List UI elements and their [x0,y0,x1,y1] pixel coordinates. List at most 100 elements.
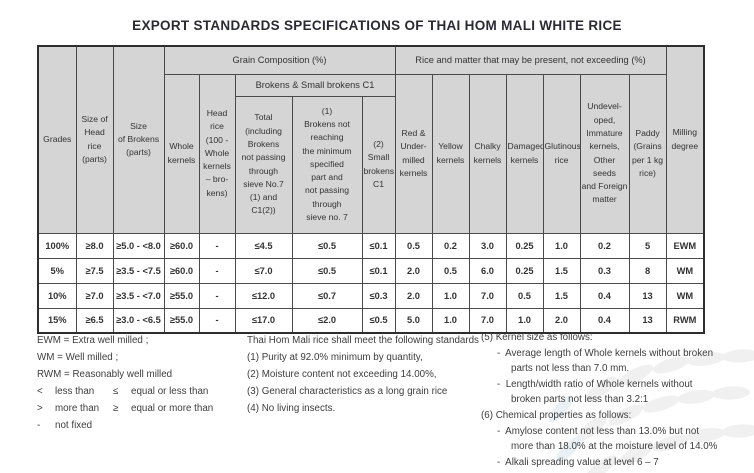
table-cell: 5.0 [394,307,433,334]
col-header-yellow-kernels: Yellow kernels [431,73,470,234]
table-cell: ≤4.5 [234,232,293,259]
table-cell: ≤0.1 [361,257,396,284]
note-line: WM = Well milled ; [37,352,119,363]
table-row: 15% ≥6.5 ≥3.0 - <6.5 ≥55.0- ≤17.0 ≤2.0 ≤0.5 5.0… [37,307,705,334]
table-cell: 0.2 [431,232,470,259]
note-line: < less than ≤ equal or less than [37,383,213,400]
col-header-red-undermilled: Red & Under- milled kernels [394,73,433,234]
table-cell: ≥8.0 [75,232,114,259]
note-line: Thai Hom Mali rice shall meet the follow… [247,335,479,346]
table-cell: 5% [37,257,77,284]
table-cell: 7.0 [468,282,507,309]
col-header-size-brokens: Size of Brokens (parts) [112,45,165,234]
col-header-damaged-kernels: Damaged kernels [505,73,544,234]
table-cell: 0.3 [579,257,630,284]
group-header-brokens-small-brokens: Brokens & Small brokens C1 [234,73,396,97]
note-segment: ≤ [113,386,119,397]
table-cell: - [198,282,236,309]
table-cell: ≤12.0 [234,282,293,309]
col-header-paddy: Paddy (Grains per 1 kg rice) [628,73,667,234]
table-row: 5% ≥7.5 ≥3.5 - <7.5 ≥60.0- ≤7.0 ≤0.5 ≤0.1 2.0 0.… [37,257,705,284]
table-cell: ≥3.5 - <7.0 [112,282,165,309]
table-cell: ≤0.5 [361,307,396,334]
page-title: EXPORT STANDARDS SPECIFICATIONS OF THAI … [132,18,622,33]
table-cell: 13 [628,282,667,309]
table-cell: 0.25 [505,232,544,259]
rice-leaves-watermark [549,349,754,473]
note-line: - Length/width ratio of Whole kernels wi… [497,378,693,390]
col-header-glutinous-rice: Glutinous rice [542,73,581,234]
col-header-whole-kernels: Whole kernels [163,73,200,234]
note-segment: less than [55,386,95,397]
table-cell: 0.4 [579,282,630,309]
note-line: (5) Kernel size as follows: [481,332,593,343]
table-cell: 10% [37,282,77,309]
table-row: 10% ≥7.0 ≥3.5 - <7.0 ≥55.0- ≤12.0 ≤0.7 ≤0.3 2.0… [37,282,705,309]
table-cell: 0.5 [394,232,433,259]
table-cell: ≥6.5 [75,307,114,334]
table-cell: 0.5 [431,257,470,284]
header-row-groups: Grades Size of Head rice (parts) Size of… [37,45,705,234]
table-body: 100% ≥8.0 ≥5.0 - <8.0 ≥60.0- ≤4.5 ≤0.5 ≤0.1 0.5… [37,232,705,334]
note-line: (6) Chemical properties as follows: [481,409,632,421]
table-row: 100% ≥8.0 ≥5.0 - <8.0 ≥60.0- ≤4.5 ≤0.5 ≤0.1 0.5… [37,232,705,259]
table-cell: - [198,307,236,334]
table-cell: 1.5 [542,257,581,284]
spec-table: Grades Size of Head rice (parts) Size of… [37,45,706,334]
note-line: - not fixed [37,417,213,434]
table-cell: WM [665,282,705,309]
table-cell: ≤17.0 [234,307,293,334]
table-cell: 8 [628,257,667,284]
table-cell: 13 [628,307,667,334]
col-header-small-brokens-c1: (2) Small brokens C1 [361,95,396,234]
table-cell: ≥60.0 [163,232,200,259]
table-cell: ≥7.5 [75,257,114,284]
col-header-undeveloped: Undevel- oped, Immature kernels, Other s… [579,73,630,234]
note-line: EWM = Extra well milled ; [37,335,149,346]
note-line: (2) Moisture content not exceeding 14.00… [247,369,437,380]
notes-standards: Thai Hom Mali rice shall meet the follow… [247,332,479,417]
table-cell: ≤0.1 [361,232,396,259]
note-segment: > [37,403,43,414]
table-cell: 3.0 [468,232,507,259]
col-header-total-brokens: Total (including Brokens not passing thr… [234,95,293,234]
table-cell: 1.5 [542,282,581,309]
table-cell: 100% [37,232,77,259]
group-header-rice-and-matter: Rice and matter that may be present, not… [394,45,667,75]
notes-legend: EWM = Extra well milled ; WM = Well mille… [37,332,213,434]
table-cell: RWM [665,307,705,334]
table-cell: - [198,257,236,284]
col-header-brokens-not-reaching: (1) Brokens not reaching the minimum spe… [291,95,363,234]
note-line: - Average length of Whole kernels withou… [497,347,714,359]
table-cell: 2.0 [394,282,433,309]
table-cell: ≥3.0 - <6.5 [112,307,165,334]
table-cell: - [198,232,236,259]
col-header-head-rice: Head rice (100 - Whole kernels – bro- ke… [198,73,236,234]
note-segment: not fixed [55,420,93,431]
table-cell: ≤2.0 [291,307,363,334]
table-cell: 0.25 [505,257,544,284]
note-line: (3) General characteristics as a long gr… [247,386,448,397]
note-segment: more than [55,403,100,414]
table-header: Grades Size of Head rice (parts) Size of… [37,45,705,234]
note-line: parts not less than 7.0 mm. [511,363,630,375]
table-cell: ≥55.0 [163,282,200,309]
table-cell: 1.0 [431,282,470,309]
table-cell: ≤0.5 [291,232,363,259]
note-line: broken parts not less than 3.2:1 [511,394,649,406]
notes-kernel-chemical: (5) Kernel size as follows: - Average len… [481,330,717,470]
table-cell: 5 [628,232,667,259]
group-header-grain-composition: Grain Composition (%) [163,45,396,75]
note-line: - Amylose content not less than 13.0% bu… [497,425,700,437]
table-cell: ≥7.0 [75,282,114,309]
table-cell: 15% [37,307,77,334]
table-cell: ≥55.0 [163,307,200,334]
table-cell: 2.0 [542,307,581,334]
table-cell: ≥5.0 - <8.0 [112,232,165,259]
table-cell: ≥60.0 [163,257,200,284]
note-line: (1) Purity at 92.0% minimum by quantity, [247,352,423,363]
table-cell: 0.2 [579,232,630,259]
table-cell: ≤0.7 [291,282,363,309]
note-segment: equal or less than [131,386,209,397]
